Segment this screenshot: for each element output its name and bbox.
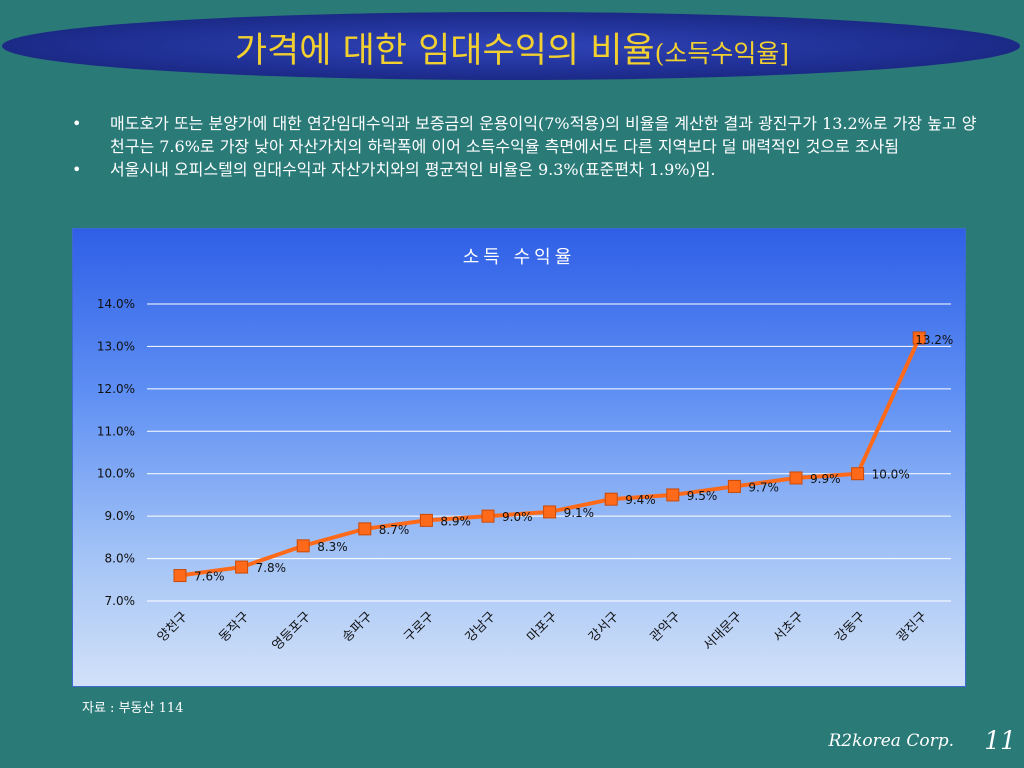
- x-tick-label: 구로구: [401, 609, 437, 645]
- title-main: 가격에 대한 임대수익의 비율: [234, 31, 655, 71]
- data-label: 8.9%: [440, 514, 471, 528]
- data-point: [235, 560, 249, 574]
- y-tick-label: 12.0%: [97, 382, 135, 396]
- title-sub: (소득수익율]: [654, 39, 790, 68]
- data-point: [666, 488, 680, 502]
- page-number: 11: [984, 726, 1016, 755]
- x-tick-label: 영등포구: [270, 609, 314, 653]
- data-point: [543, 505, 557, 519]
- y-tick-label: 9.0%: [105, 509, 136, 523]
- bullet-item: 서울시내 오피스텔의 임대수익과 자산가치와의 평균적인 비율은 9.3%(표준…: [72, 158, 977, 181]
- data-label: 9.1%: [564, 506, 595, 520]
- data-point: [727, 479, 741, 493]
- data-point: [296, 539, 310, 553]
- page-title: 가격에 대한 임대수익의 비율(소득수익율]: [0, 22, 1024, 73]
- data-point: [912, 331, 926, 345]
- y-tick-label: 14.0%: [97, 297, 135, 311]
- data-point: [358, 522, 372, 536]
- bullet-item: 매도호가 또는 분양가에 대한 연간임대수익과 보증금의 운용이익(7%적용)의…: [72, 112, 977, 158]
- data-label: 7.8%: [256, 561, 287, 575]
- data-point: [789, 471, 803, 485]
- chart-panel: 소득 수익율 7.0% 8.0% 9.0% 10.0% 11.0% 12.0% 13.0% 14…: [72, 228, 966, 687]
- x-tick-label: 강서구: [586, 609, 622, 645]
- data-label: 10.0%: [872, 468, 910, 482]
- y-tick-label: 13.0%: [97, 339, 135, 353]
- income-yield-chart: 소득 수익율 7.0% 8.0% 9.0% 10.0% 11.0% 12.0% 13.0% 14…: [97, 247, 953, 654]
- data-label: 9.0%: [502, 510, 533, 524]
- series-line: [179, 337, 922, 578]
- data-point: [419, 513, 433, 527]
- corp-name: R2korea Corp.: [828, 731, 954, 751]
- y-tick-label: 7.0%: [105, 594, 136, 608]
- x-tick-label: 양천구: [155, 609, 191, 645]
- y-tick-label: 10.0%: [97, 467, 135, 481]
- bullet-list: 매도호가 또는 분양가에 대한 연간임대수익과 보증금의 운용이익(7%적용)의…: [72, 112, 977, 181]
- data-label: 8.7%: [379, 523, 410, 537]
- y-tick-label: 8.0%: [105, 552, 136, 566]
- x-tick-label: 강동구: [832, 609, 868, 645]
- x-tick-label: 서초구: [771, 609, 807, 645]
- source-note: 자료 : 부동산 114: [82, 701, 184, 716]
- x-tick-label: 관악구: [648, 609, 684, 645]
- data-point: [481, 509, 495, 523]
- data-label: 13.2%: [915, 333, 953, 347]
- y-tick-label: 11.0%: [97, 424, 135, 438]
- x-tick-label: 광진구: [894, 609, 930, 645]
- data-point: [173, 569, 187, 583]
- data-point: [851, 467, 865, 481]
- data-label: 8.3%: [317, 540, 348, 554]
- x-tick-label: 마포구: [524, 609, 560, 645]
- data-label: 9.9%: [810, 472, 841, 486]
- data-point: [604, 492, 618, 506]
- title-banner: [2, 12, 1020, 80]
- x-tick-label: 송파구: [340, 609, 376, 645]
- x-tick-label: 강남구: [463, 609, 499, 645]
- data-label: 9.5%: [687, 489, 718, 503]
- data-label: 9.4%: [625, 493, 656, 507]
- data-label: 9.7%: [748, 480, 779, 494]
- chart-title: 소득 수익율: [463, 247, 576, 268]
- x-tick-label: 서대문구: [701, 609, 745, 653]
- x-tick-label: 동작구: [216, 609, 252, 645]
- data-label: 7.6%: [194, 570, 225, 584]
